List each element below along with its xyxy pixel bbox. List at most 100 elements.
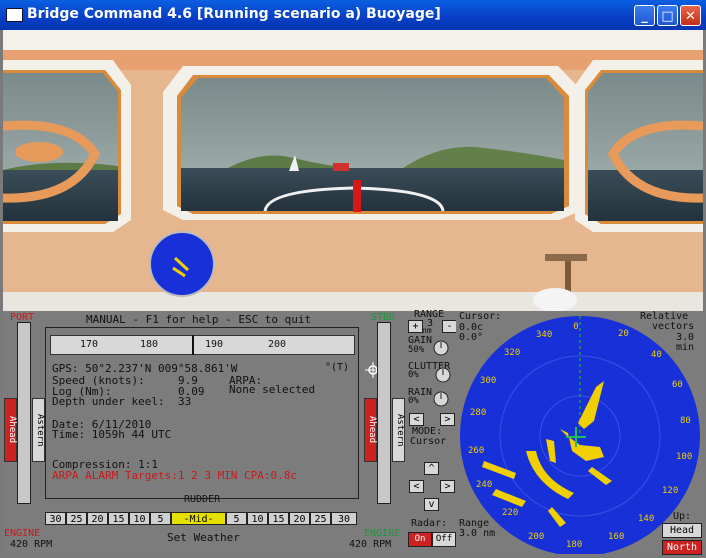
- rudder-port-25[interactable]: 25: [66, 512, 87, 525]
- arpa-value: None selected: [229, 383, 316, 396]
- rudder-stbd-25[interactable]: 25: [310, 512, 331, 525]
- maximize-button[interactable]: □: [657, 5, 678, 26]
- bearing-320: 320: [504, 348, 520, 358]
- vectors-value: 3.0: [676, 332, 695, 343]
- cursor-up-button[interactable]: ^: [424, 462, 439, 475]
- port-engine-label: ENGINE: [4, 528, 41, 539]
- heading-tick-200: 200: [268, 339, 287, 350]
- window-title: Bridge Command 4.6 [Running scenario a) …: [27, 6, 441, 22]
- radar-on-button[interactable]: On: [408, 532, 432, 547]
- range-increase-button[interactable]: +: [408, 320, 423, 333]
- vectors-unit: min: [676, 342, 695, 353]
- bridge-scene: [3, 30, 703, 311]
- bearing-120: 120: [662, 486, 678, 496]
- port-label: PORT: [10, 312, 35, 323]
- bearing-20: 20: [618, 329, 629, 339]
- stbd-ahead-label: Ahead: [364, 398, 377, 462]
- north-up-button[interactable]: North: [662, 540, 702, 555]
- port-ahead-label: Ahead: [4, 398, 17, 462]
- radar-display[interactable]: 0 20 40 60 80 100 120 140 160 180 200 22…: [456, 311, 703, 556]
- cursor-down-button[interactable]: v: [424, 498, 439, 511]
- stbd-engine-rpm: 420 RPM: [349, 539, 392, 550]
- clutter-value: 0%: [408, 370, 419, 380]
- rudder-port-5[interactable]: 5: [150, 512, 171, 525]
- gps-position: GPS: 50°2.237'N 009°58.861'W: [52, 362, 238, 375]
- stbd-astern-label: Astern: [392, 398, 405, 462]
- bearing-140: 140: [638, 514, 654, 524]
- log-value: 0.09: [178, 385, 205, 398]
- close-button[interactable]: ✕: [680, 5, 701, 26]
- rain-value: 0%: [408, 396, 419, 406]
- readout-frame: [45, 327, 359, 499]
- rudder-port-20[interactable]: 20: [87, 512, 108, 525]
- vectors-line2: vectors: [652, 321, 695, 332]
- title-bar[interactable]: [0, 0, 706, 30]
- head-up-button[interactable]: Head: [662, 523, 702, 538]
- minimize-button[interactable]: _: [634, 5, 655, 26]
- rudder-port-30[interactable]: 30: [45, 512, 66, 525]
- cursor-range: 0.0c: [459, 322, 484, 333]
- radar-power-label: Radar:: [411, 518, 448, 529]
- port-astern-label: Astern: [32, 398, 45, 462]
- speed-value: 9.9: [178, 374, 198, 387]
- heading-marker: [192, 335, 194, 355]
- arpa-label: ARPA:: [229, 374, 263, 387]
- orientation-label: Up:: [673, 511, 692, 522]
- rudder-port-10[interactable]: 10: [129, 512, 150, 525]
- speed-label: Speed (knots):: [52, 374, 145, 387]
- heading-tick-180: 180: [140, 339, 159, 350]
- bearing-40: 40: [651, 350, 662, 360]
- stbd-label: STBD: [371, 312, 396, 323]
- clutter-label: CLUTTER: [408, 361, 451, 372]
- mode-value: Cursor: [410, 436, 447, 447]
- port-engine-gauge[interactable]: [17, 322, 31, 504]
- rain-knob[interactable]: [433, 391, 449, 407]
- range-unit: nm: [422, 326, 432, 335]
- gain-knob[interactable]: [433, 340, 449, 356]
- range-readout-label: Range: [459, 518, 490, 529]
- vectors-line1: Relative: [640, 311, 689, 322]
- cursor-left-button[interactable]: <: [409, 480, 424, 493]
- date-readout: Date: 6/11/2010: [52, 418, 152, 431]
- cursor-right-button[interactable]: >: [440, 480, 455, 493]
- gain-label: GAIN: [408, 335, 433, 346]
- rudder-stbd-20[interactable]: 20: [289, 512, 310, 525]
- range-value: 3: [427, 318, 434, 329]
- bearing-240: 240: [476, 480, 492, 490]
- rudder-stbd-10[interactable]: 10: [247, 512, 268, 525]
- stbd-engine-gauge[interactable]: [377, 322, 391, 504]
- mode-next-button[interactable]: >: [440, 413, 455, 426]
- depth-label: Depth under keel:: [52, 395, 165, 408]
- clutter-knob[interactable]: [435, 367, 451, 383]
- bridge-view[interactable]: [3, 30, 703, 311]
- heading-tick-190: 190: [205, 339, 224, 350]
- bearing-260: 260: [468, 446, 484, 456]
- range-decrease-button[interactable]: -: [442, 320, 457, 333]
- bearing-60: 60: [672, 380, 683, 390]
- rudder-stbd-30[interactable]: 30: [331, 512, 357, 525]
- bearing-0: 0: [573, 322, 578, 332]
- help-line: MANUAL - F1 for help - ESC to quit: [86, 313, 312, 326]
- bearing-160: 160: [608, 532, 624, 542]
- bearing-340: 340: [536, 330, 552, 340]
- mode-label: MODE:: [412, 426, 443, 437]
- range-label: RANGE: [414, 309, 445, 320]
- stbd-engine-label: ENGINE: [364, 528, 401, 539]
- bearing-220: 220: [502, 508, 518, 518]
- radar-scope[interactable]: 0 20 40 60 80 100 120 140 160 180 200 22…: [456, 311, 703, 556]
- compression-readout: Compression: 1:1: [52, 458, 158, 471]
- rudder-port-15[interactable]: 15: [108, 512, 129, 525]
- rudder-stbd-5[interactable]: 5: [226, 512, 247, 525]
- bearing-200: 200: [528, 532, 544, 542]
- arpa-alarm: ARPA ALARM Targets:1 2 3 MIN CPA:0.8c: [52, 469, 298, 482]
- bearing-100: 100: [676, 452, 692, 462]
- rudder-mid[interactable]: -Mid-: [171, 512, 226, 525]
- rudder-stbd-15[interactable]: 15: [268, 512, 289, 525]
- true-heading-suffix: °(T): [325, 362, 350, 373]
- mode-prev-button[interactable]: <: [409, 413, 424, 426]
- bearing-280: 280: [470, 408, 486, 418]
- set-weather-button[interactable]: Set Weather: [167, 531, 240, 544]
- cursor-label: Cursor:: [459, 311, 502, 322]
- heading-tick-170: 170: [80, 339, 99, 350]
- radar-off-button[interactable]: Off: [432, 532, 456, 547]
